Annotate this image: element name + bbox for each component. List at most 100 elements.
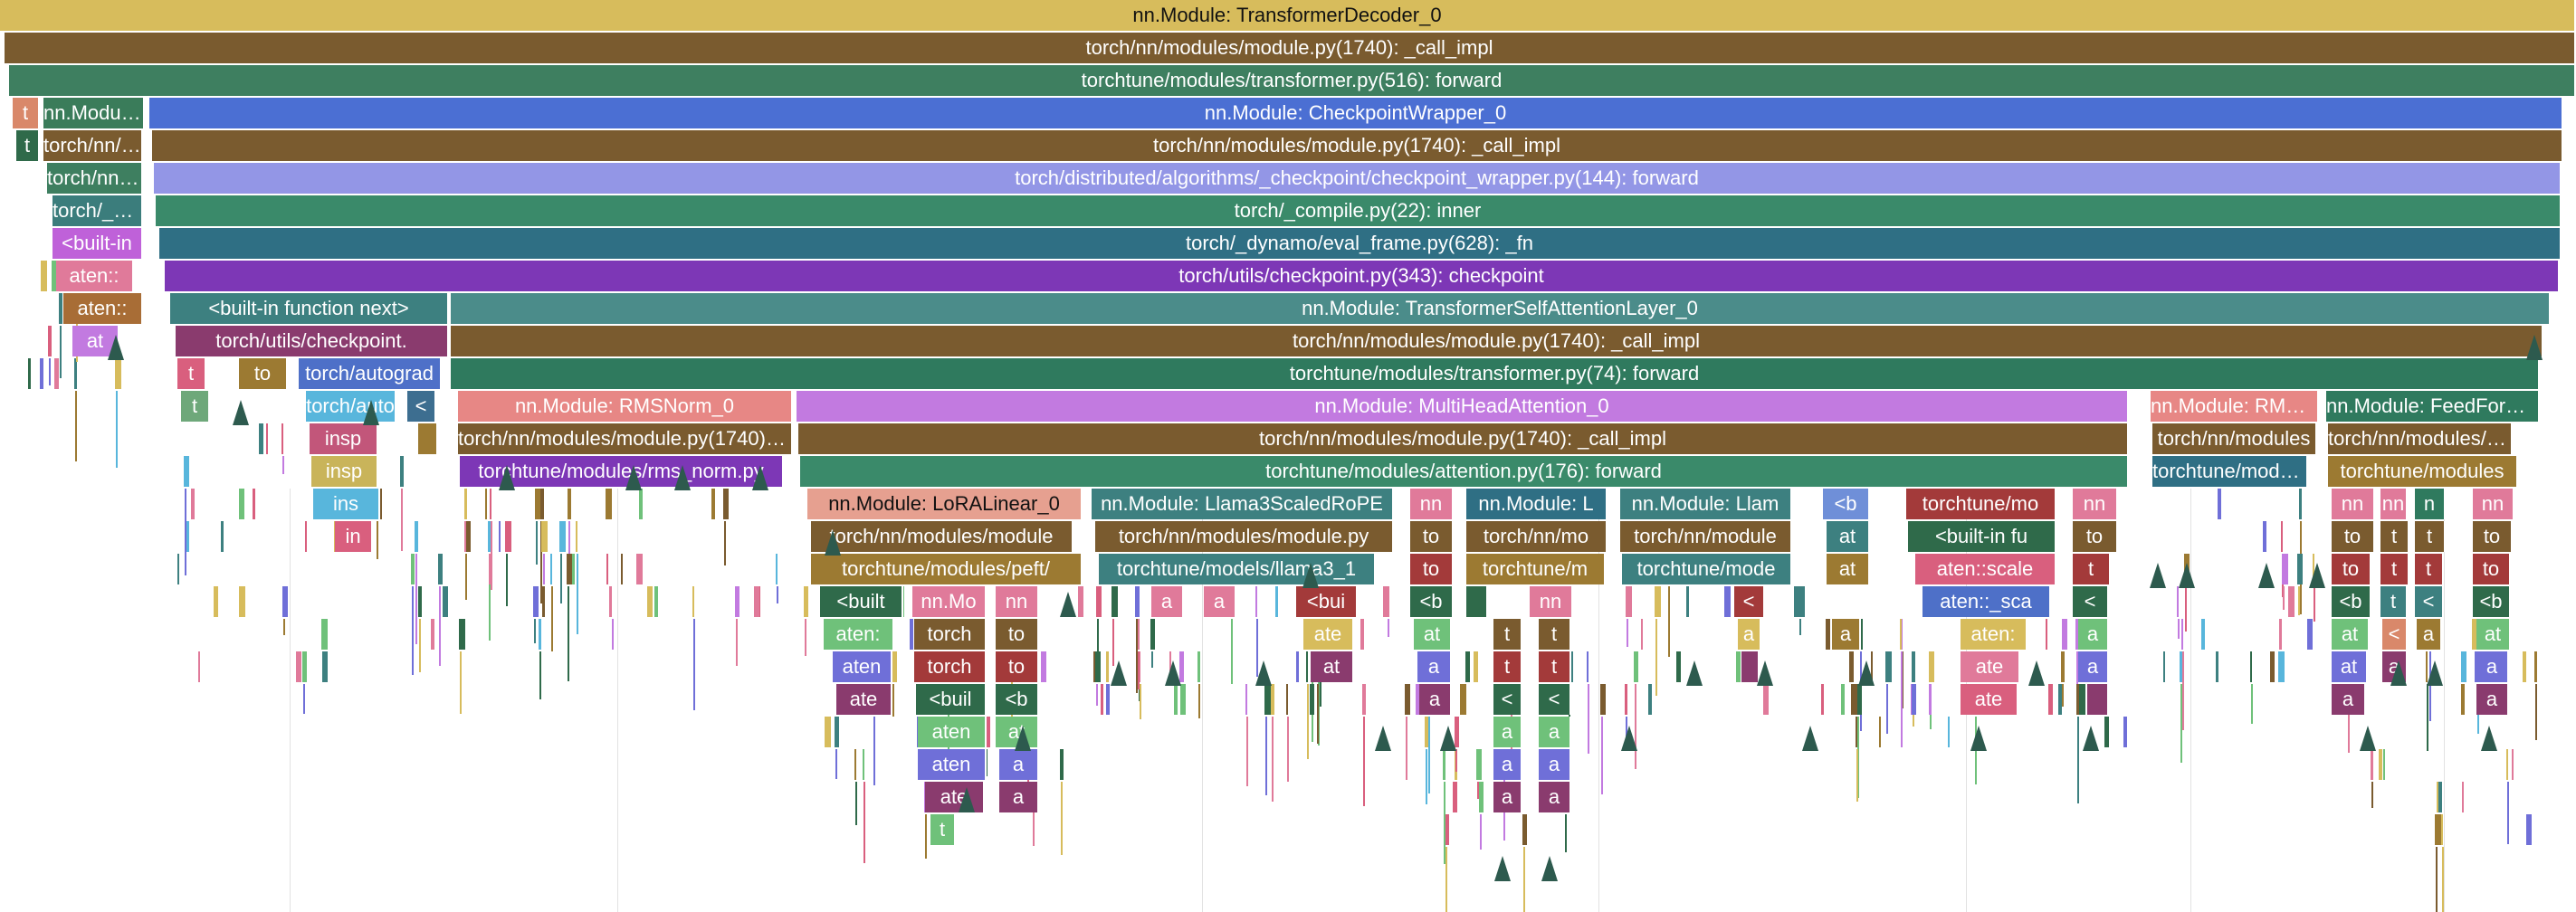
flame-frame[interactable]: t	[1539, 651, 1571, 682]
flame-frame[interactable]: at	[1414, 619, 1452, 650]
flame-frame[interactable]: nn.Module: Llam	[1620, 489, 1792, 519]
flame-frame[interactable]: aten:	[824, 619, 894, 650]
flame-frame[interactable]: aten::_sca	[1922, 586, 2051, 617]
flame-frame[interactable]: nn.Module: LoRALinear_0	[807, 489, 1083, 519]
flame-frame[interactable]: nn.Module: Llama3ScaledRoPE	[1092, 489, 1394, 519]
flame-frame[interactable]: aten::scale	[1915, 554, 2056, 584]
flame-frame[interactable]: t	[1493, 619, 1522, 650]
flame-frame[interactable]: t	[1493, 651, 1522, 682]
flame-frame[interactable]: <built-in function next>	[170, 293, 449, 324]
flame-frame[interactable]: torch/_compile	[52, 195, 143, 226]
flame-frame[interactable]: <	[2073, 586, 2109, 617]
flame-frame[interactable]: torchtune/models/llama3_1	[1099, 554, 1376, 584]
flame-frame[interactable]: to	[2473, 554, 2511, 584]
flame-frame[interactable]: torch/nn/modules/module.py(1740): _call_…	[458, 423, 793, 454]
flame-frame[interactable]: nn.Module: CheckpointWrapper_0	[149, 98, 2563, 128]
flame-frame[interactable]: a	[1738, 619, 1761, 650]
flame-frame[interactable]: nn	[2473, 489, 2514, 519]
flame-frame[interactable]: at	[1827, 521, 1870, 552]
flame-frame[interactable]: nn.Module: L	[1466, 489, 1608, 519]
flame-frame[interactable]: a	[999, 782, 1039, 812]
flame-frame[interactable]: torch	[914, 651, 987, 682]
flame-frame[interactable]: nn.Module: RMSNorm_0	[458, 391, 793, 422]
flame-frame[interactable]: <	[1539, 684, 1571, 715]
flame-frame[interactable]: t	[16, 130, 40, 161]
flame-frame[interactable]: t	[2380, 521, 2409, 552]
flame-frame[interactable]: <b	[996, 684, 1039, 715]
flame-frame[interactable]: a	[1493, 749, 1522, 780]
flame-frame[interactable]: <b	[1823, 489, 1870, 519]
flame-frame[interactable]: torch/nn/modules	[47, 163, 143, 194]
flame-frame[interactable]: t	[2380, 586, 2408, 617]
flame-frame[interactable]: torch/distributed/algorithms/_checkpoint…	[154, 163, 2562, 194]
flame-frame[interactable]: nn	[2073, 489, 2118, 519]
flame-frame[interactable]: torchtune/modules/attention.py(176): for…	[800, 456, 2129, 487]
flame-frame[interactable]: to	[2473, 521, 2513, 552]
flame-frame[interactable]: nn.Module: TransformerDecoder_0	[0, 0, 2576, 31]
flame-frame[interactable]: a	[2417, 619, 2442, 650]
flame-frame[interactable]: at	[2332, 651, 2368, 682]
flame-frame[interactable]: at	[1827, 554, 1870, 584]
flame-frame[interactable]: torch/nn/modules/module	[811, 521, 1073, 552]
flame-frame[interactable]: nn	[2380, 489, 2408, 519]
flame-frame[interactable]: t	[2415, 521, 2446, 552]
flame-frame[interactable]: to	[239, 358, 288, 389]
flame-frame[interactable]: a	[2087, 684, 2109, 715]
flame-frame[interactable]: <b	[2473, 586, 2511, 617]
flame-frame[interactable]: <	[1493, 684, 1522, 715]
flame-frame[interactable]: torch/nn/modules/module.py	[1095, 521, 1394, 552]
flame-frame[interactable]: ate	[1961, 651, 2020, 682]
flame-frame[interactable]: a	[1539, 749, 1571, 780]
flame-frame[interactable]: at	[2476, 619, 2511, 650]
flame-frame[interactable]: to	[996, 651, 1039, 682]
flame-frame[interactable]: nn	[996, 586, 1039, 617]
flame-frame[interactable]: a	[1417, 651, 1452, 682]
flame-frame[interactable]: a	[1539, 782, 1571, 812]
flame-frame[interactable]: torch/nn/modules/module.py(1740): _call_…	[798, 423, 2129, 454]
flame-frame[interactable]: torch/nn/modules	[2152, 423, 2317, 454]
flame-frame[interactable]: a	[1832, 619, 1861, 650]
flame-frame[interactable]: in	[335, 521, 373, 552]
flame-frame[interactable]: t	[2380, 554, 2409, 584]
flame-frame[interactable]: a	[999, 749, 1039, 780]
flame-frame[interactable]: to	[1410, 554, 1454, 584]
flame-frame[interactable]: nn	[1410, 489, 1454, 519]
flame-frame[interactable]: torch/_dynamo/eval_frame.py(628): _fn	[159, 228, 2562, 259]
flame-frame[interactable]: nn.Module: RMSNorm	[2151, 391, 2319, 422]
flame-frame[interactable]: nn.Module: LoRA	[43, 98, 145, 128]
flame-frame[interactable]: <bui	[1296, 586, 1358, 617]
flame-frame[interactable]: <built	[820, 586, 903, 617]
flame-frame[interactable]: aten::	[56, 261, 134, 291]
flame-frame[interactable]: torchtune/m	[1466, 554, 1606, 584]
flame-frame[interactable]: torch	[914, 619, 987, 650]
flame-frame[interactable]: at	[2332, 619, 2370, 650]
flame-frame[interactable]: aten::	[63, 293, 143, 324]
flame-frame[interactable]: nn.Module: FeedForward	[2326, 391, 2540, 422]
flame-frame[interactable]: t	[2073, 554, 2111, 584]
flame-frame[interactable]: t	[2415, 554, 2444, 584]
flame-frame[interactable]: torch/nn/module	[1620, 521, 1792, 552]
flame-frame[interactable]: to	[2332, 521, 2375, 552]
flame-frame[interactable]: <b	[2332, 586, 2371, 617]
flame-frame[interactable]: <b	[1410, 586, 1454, 617]
flame-frame[interactable]: a	[1493, 782, 1522, 812]
flame-frame[interactable]: _	[418, 423, 438, 454]
flame-frame[interactable]: aten	[918, 749, 987, 780]
flame-frame[interactable]: aten:	[1961, 619, 2027, 650]
flame-frame[interactable]: torchtune/modules/peft/	[811, 554, 1083, 584]
flame-frame[interactable]: torch/nn/modules	[43, 130, 143, 161]
flame-frame[interactable]: insp	[310, 423, 378, 454]
flame-frame[interactable]: a	[1493, 717, 1522, 747]
flame-frame[interactable]: a	[2476, 684, 2509, 715]
flame-frame[interactable]: <buil	[916, 684, 987, 715]
flame-frame[interactable]: torch/nn/mo	[1466, 521, 1608, 552]
flame-frame[interactable]: torch/autograd	[299, 358, 442, 389]
flame-frame[interactable]: a	[2476, 651, 2509, 682]
flame-frame[interactable]: <	[1734, 586, 1765, 617]
flame-frame[interactable]: t	[181, 391, 210, 422]
flame-frame[interactable]: to	[1410, 521, 1454, 552]
flame-frame[interactable]: <	[2415, 586, 2444, 617]
flame-frame[interactable]: ate	[1961, 684, 2018, 715]
flame-frame[interactable]: <	[407, 391, 436, 422]
flame-frame[interactable]: t	[1539, 619, 1571, 650]
